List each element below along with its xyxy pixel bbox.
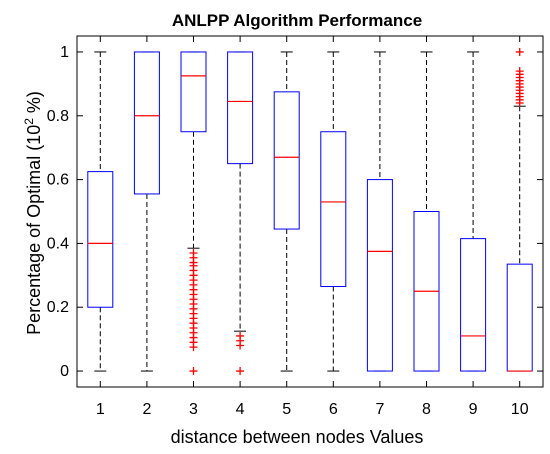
- y-tick-label: 0.6: [47, 172, 69, 189]
- box-3: [180, 51, 207, 133]
- box-6: [320, 131, 347, 287]
- y-tick-label: 0.4: [47, 235, 69, 252]
- x-tick-label: 8: [422, 401, 431, 418]
- plot-area: 0 0.2 0.4 0.6 0.8 1 1 2 3 4 5 6 7 8 9 10: [47, 35, 544, 418]
- x-tick-label: 7: [375, 401, 384, 418]
- x-tick-label: 2: [142, 401, 151, 418]
- box-1: [87, 171, 114, 308]
- x-tick-label: 6: [329, 401, 338, 418]
- box-7: [366, 179, 393, 372]
- box-10: [506, 263, 533, 372]
- outlier-marker: [236, 367, 245, 376]
- outlier-marker: [236, 341, 245, 350]
- y-tick-label: 0.2: [47, 299, 69, 316]
- box-5: [273, 91, 300, 230]
- box-9: [460, 238, 487, 372]
- y-tick-label: 1: [60, 44, 69, 61]
- x-axis-label: distance between nodes Values: [171, 427, 424, 447]
- axes-frame: [76, 35, 544, 388]
- outlier-marker: [515, 99, 524, 108]
- x-tick-label: 4: [236, 401, 245, 418]
- x-tick-label: 5: [282, 401, 291, 418]
- outlier-marker: [515, 47, 524, 56]
- box-4: [227, 51, 254, 165]
- x-tick-label: 1: [96, 401, 105, 418]
- x-tick-label: 9: [469, 401, 478, 418]
- outlier-marker: [189, 367, 198, 376]
- x-tick-label: 10: [511, 401, 529, 418]
- box-2: [133, 51, 160, 195]
- x-tick-label: 3: [189, 401, 198, 418]
- outlier-marker: [189, 343, 198, 352]
- y-tick-label: 0: [60, 363, 69, 380]
- y-tick-label: 0.8: [47, 108, 69, 125]
- chart-title: ANLPP Algorithm Performance: [172, 11, 422, 30]
- y-axis-label-exponent: 2: [22, 118, 36, 125]
- y-axis-label: Percentage of Optimal (102 %): [22, 91, 44, 335]
